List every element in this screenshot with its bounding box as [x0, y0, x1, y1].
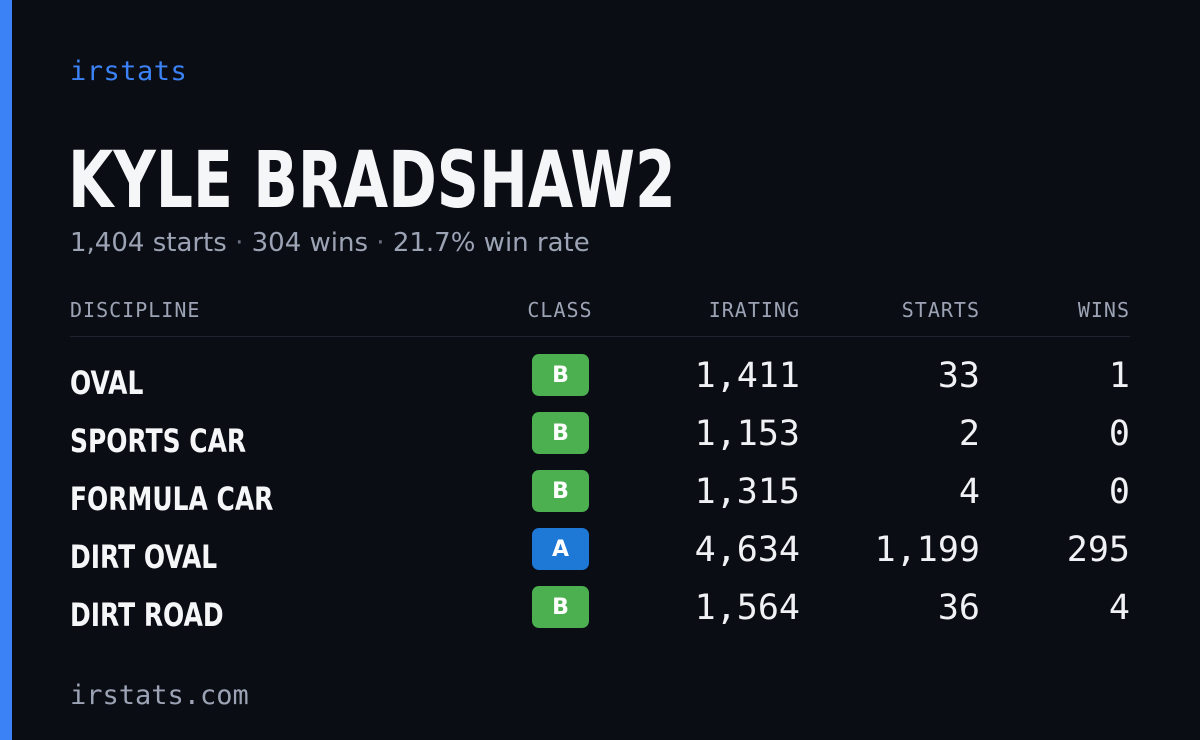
table-row: DIRT OVAL A 4,634 1,199 295 [70, 528, 1130, 586]
discipline-name: DIRT OVAL [70, 538, 218, 576]
irating-value: 1,315 [694, 472, 800, 512]
wins-value: 0 [1108, 414, 1130, 454]
class-badge: B [532, 412, 589, 454]
discipline-name: DIRT ROAD [70, 596, 224, 634]
table-row: SPORTS CAR B 1,153 2 0 [70, 412, 1130, 470]
accent-bar [0, 0, 12, 740]
irating-value: 1,564 [694, 588, 800, 628]
summary-starts: 1,404 starts [70, 228, 227, 258]
starts-value: 1,199 [874, 530, 980, 570]
class-badge: B [532, 586, 589, 628]
brand-logo: irstats [70, 56, 188, 87]
table-row: DIRT ROAD B 1,564 36 4 [70, 586, 1130, 644]
wins-value: 1 [1108, 356, 1130, 396]
table-row: OVAL B 1,411 33 1 [70, 354, 1130, 412]
discipline-name: SPORTS CAR [70, 422, 247, 460]
table-header: DISCIPLINE CLASS IRATING STARTS WINS [70, 298, 1130, 337]
driver-name: KYLE BRADSHAW2 [68, 136, 676, 226]
starts-value: 33 [937, 356, 980, 396]
discipline-name: OVAL [70, 364, 144, 402]
summary-separator: · [235, 228, 244, 258]
header-wins: WINS [1077, 298, 1130, 322]
class-badge: A [532, 528, 589, 570]
irating-value: 1,411 [694, 356, 800, 396]
starts-value: 2 [958, 414, 980, 454]
driver-summary: 1,404 starts · 304 wins · 21.7% win rate [70, 228, 590, 258]
wins-value: 0 [1108, 472, 1130, 512]
footer-url: irstats.com [70, 680, 249, 711]
header-starts: STARTS [901, 298, 980, 322]
starts-value: 4 [958, 472, 980, 512]
wins-value: 4 [1108, 588, 1130, 628]
table-row: FORMULA CAR B 1,315 4 0 [70, 470, 1130, 528]
summary-separator: · [376, 228, 385, 258]
irating-value: 1,153 [694, 414, 800, 454]
discipline-name: FORMULA CAR [70, 480, 274, 518]
summary-wins: 304 wins [251, 228, 369, 258]
header-discipline: DISCIPLINE [70, 298, 201, 322]
irating-value: 4,634 [694, 530, 800, 570]
wins-value: 295 [1066, 530, 1130, 570]
header-irating: IRATING [708, 298, 800, 322]
license-table: DISCIPLINE CLASS IRATING STARTS WINS OVA… [70, 298, 1130, 634]
class-badge: B [532, 354, 589, 396]
summary-win-rate: 21.7% win rate [392, 228, 590, 258]
class-badge: B [532, 470, 589, 512]
header-class: CLASS [527, 298, 593, 322]
starts-value: 36 [937, 588, 980, 628]
